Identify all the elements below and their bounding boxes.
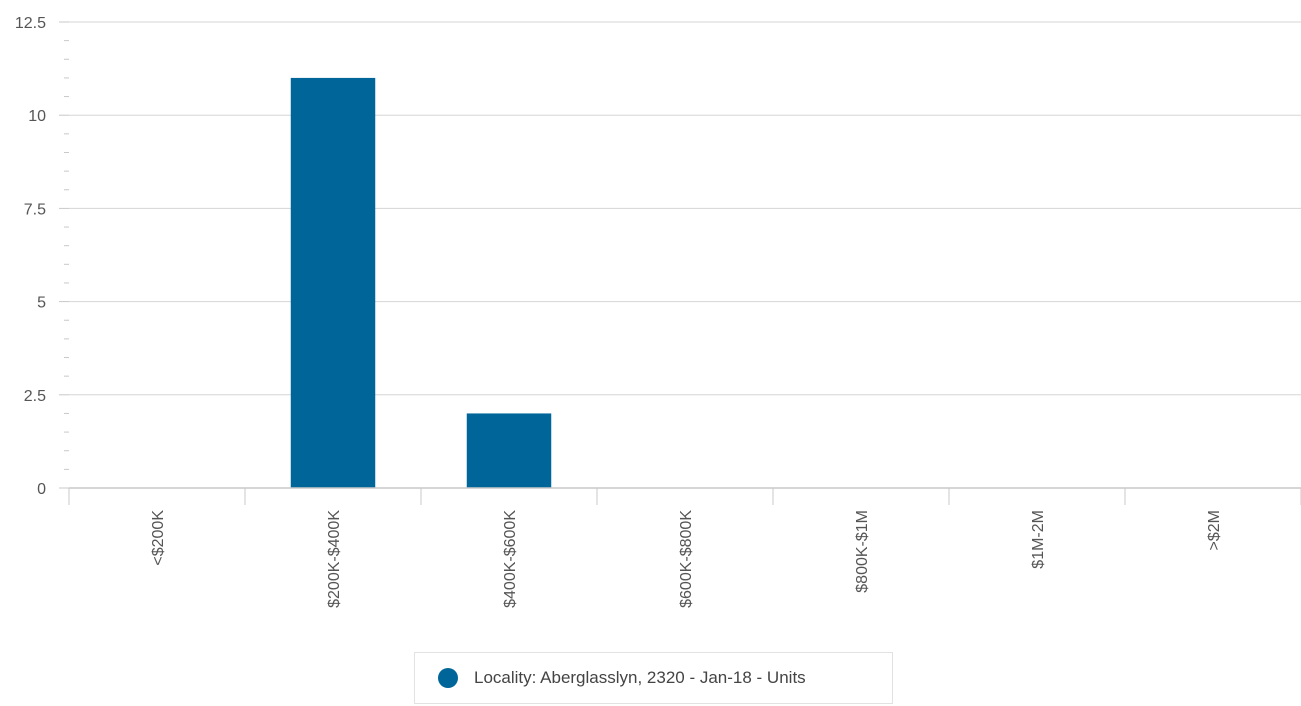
y-axis-ticks: 0 2.5 5 7.5 10 12.5 [15, 15, 46, 498]
minor-ticks [59, 21, 69, 489]
y-tick-label: 10 [28, 108, 46, 125]
x-tick-label: $800K-$1M [854, 510, 871, 593]
y-tick-label: 7.5 [24, 201, 46, 218]
legend[interactable]: Locality: Aberglasslyn, 2320 - Jan-18 - … [414, 652, 893, 704]
y-tick-label: 2.5 [24, 388, 46, 405]
x-tick-label: $400K-$600K [502, 510, 519, 608]
bar-1[interactable] [290, 77, 376, 489]
y-tick-label: 0 [37, 481, 46, 498]
x-axis: <$200K $200K-$400K $400K-$600K $600K-$800K $… [68, 487, 1301, 608]
x-tick-label: $600K-$800K [678, 510, 695, 608]
x-tick-label: >$2M [1206, 510, 1223, 550]
bars [290, 77, 552, 489]
bar-2[interactable] [466, 413, 552, 488]
x-tick-label: $1M-2M [1030, 510, 1047, 569]
y-tick-label: 12.5 [15, 15, 46, 32]
grid-lines [69, 21, 1301, 396]
legend-marker [438, 668, 458, 688]
y-tick-label: 5 [37, 295, 46, 312]
x-tick-label: $200K-$400K [326, 510, 343, 608]
x-tick-label: <$200K [150, 510, 167, 566]
legend-label: Locality: Aberglasslyn, 2320 - Jan-18 - … [474, 668, 806, 687]
